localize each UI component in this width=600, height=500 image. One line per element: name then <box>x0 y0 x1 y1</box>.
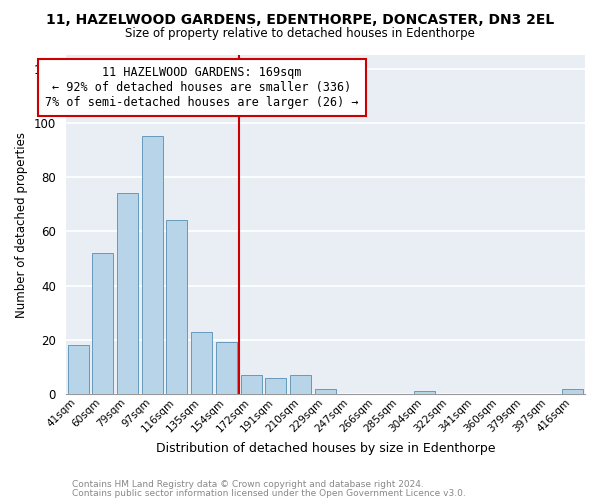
Text: 11, HAZELWOOD GARDENS, EDENTHORPE, DONCASTER, DN3 2EL: 11, HAZELWOOD GARDENS, EDENTHORPE, DONCA… <box>46 12 554 26</box>
Text: 11 HAZELWOOD GARDENS: 169sqm
← 92% of detached houses are smaller (336)
7% of se: 11 HAZELWOOD GARDENS: 169sqm ← 92% of de… <box>45 66 358 109</box>
Bar <box>414 392 435 394</box>
Text: Contains HM Land Registry data © Crown copyright and database right 2024.: Contains HM Land Registry data © Crown c… <box>72 480 424 489</box>
Bar <box>142 136 163 394</box>
Bar <box>191 332 212 394</box>
X-axis label: Distribution of detached houses by size in Edenthorpe: Distribution of detached houses by size … <box>155 442 495 455</box>
Bar <box>216 342 237 394</box>
Bar <box>68 345 89 394</box>
Bar <box>241 375 262 394</box>
Y-axis label: Number of detached properties: Number of detached properties <box>15 132 28 318</box>
Bar <box>562 388 583 394</box>
Bar <box>315 388 336 394</box>
Bar <box>117 194 138 394</box>
Text: Size of property relative to detached houses in Edenthorpe: Size of property relative to detached ho… <box>125 28 475 40</box>
Bar <box>92 253 113 394</box>
Bar <box>265 378 286 394</box>
Bar <box>166 220 187 394</box>
Bar <box>290 375 311 394</box>
Text: Contains public sector information licensed under the Open Government Licence v3: Contains public sector information licen… <box>72 488 466 498</box>
